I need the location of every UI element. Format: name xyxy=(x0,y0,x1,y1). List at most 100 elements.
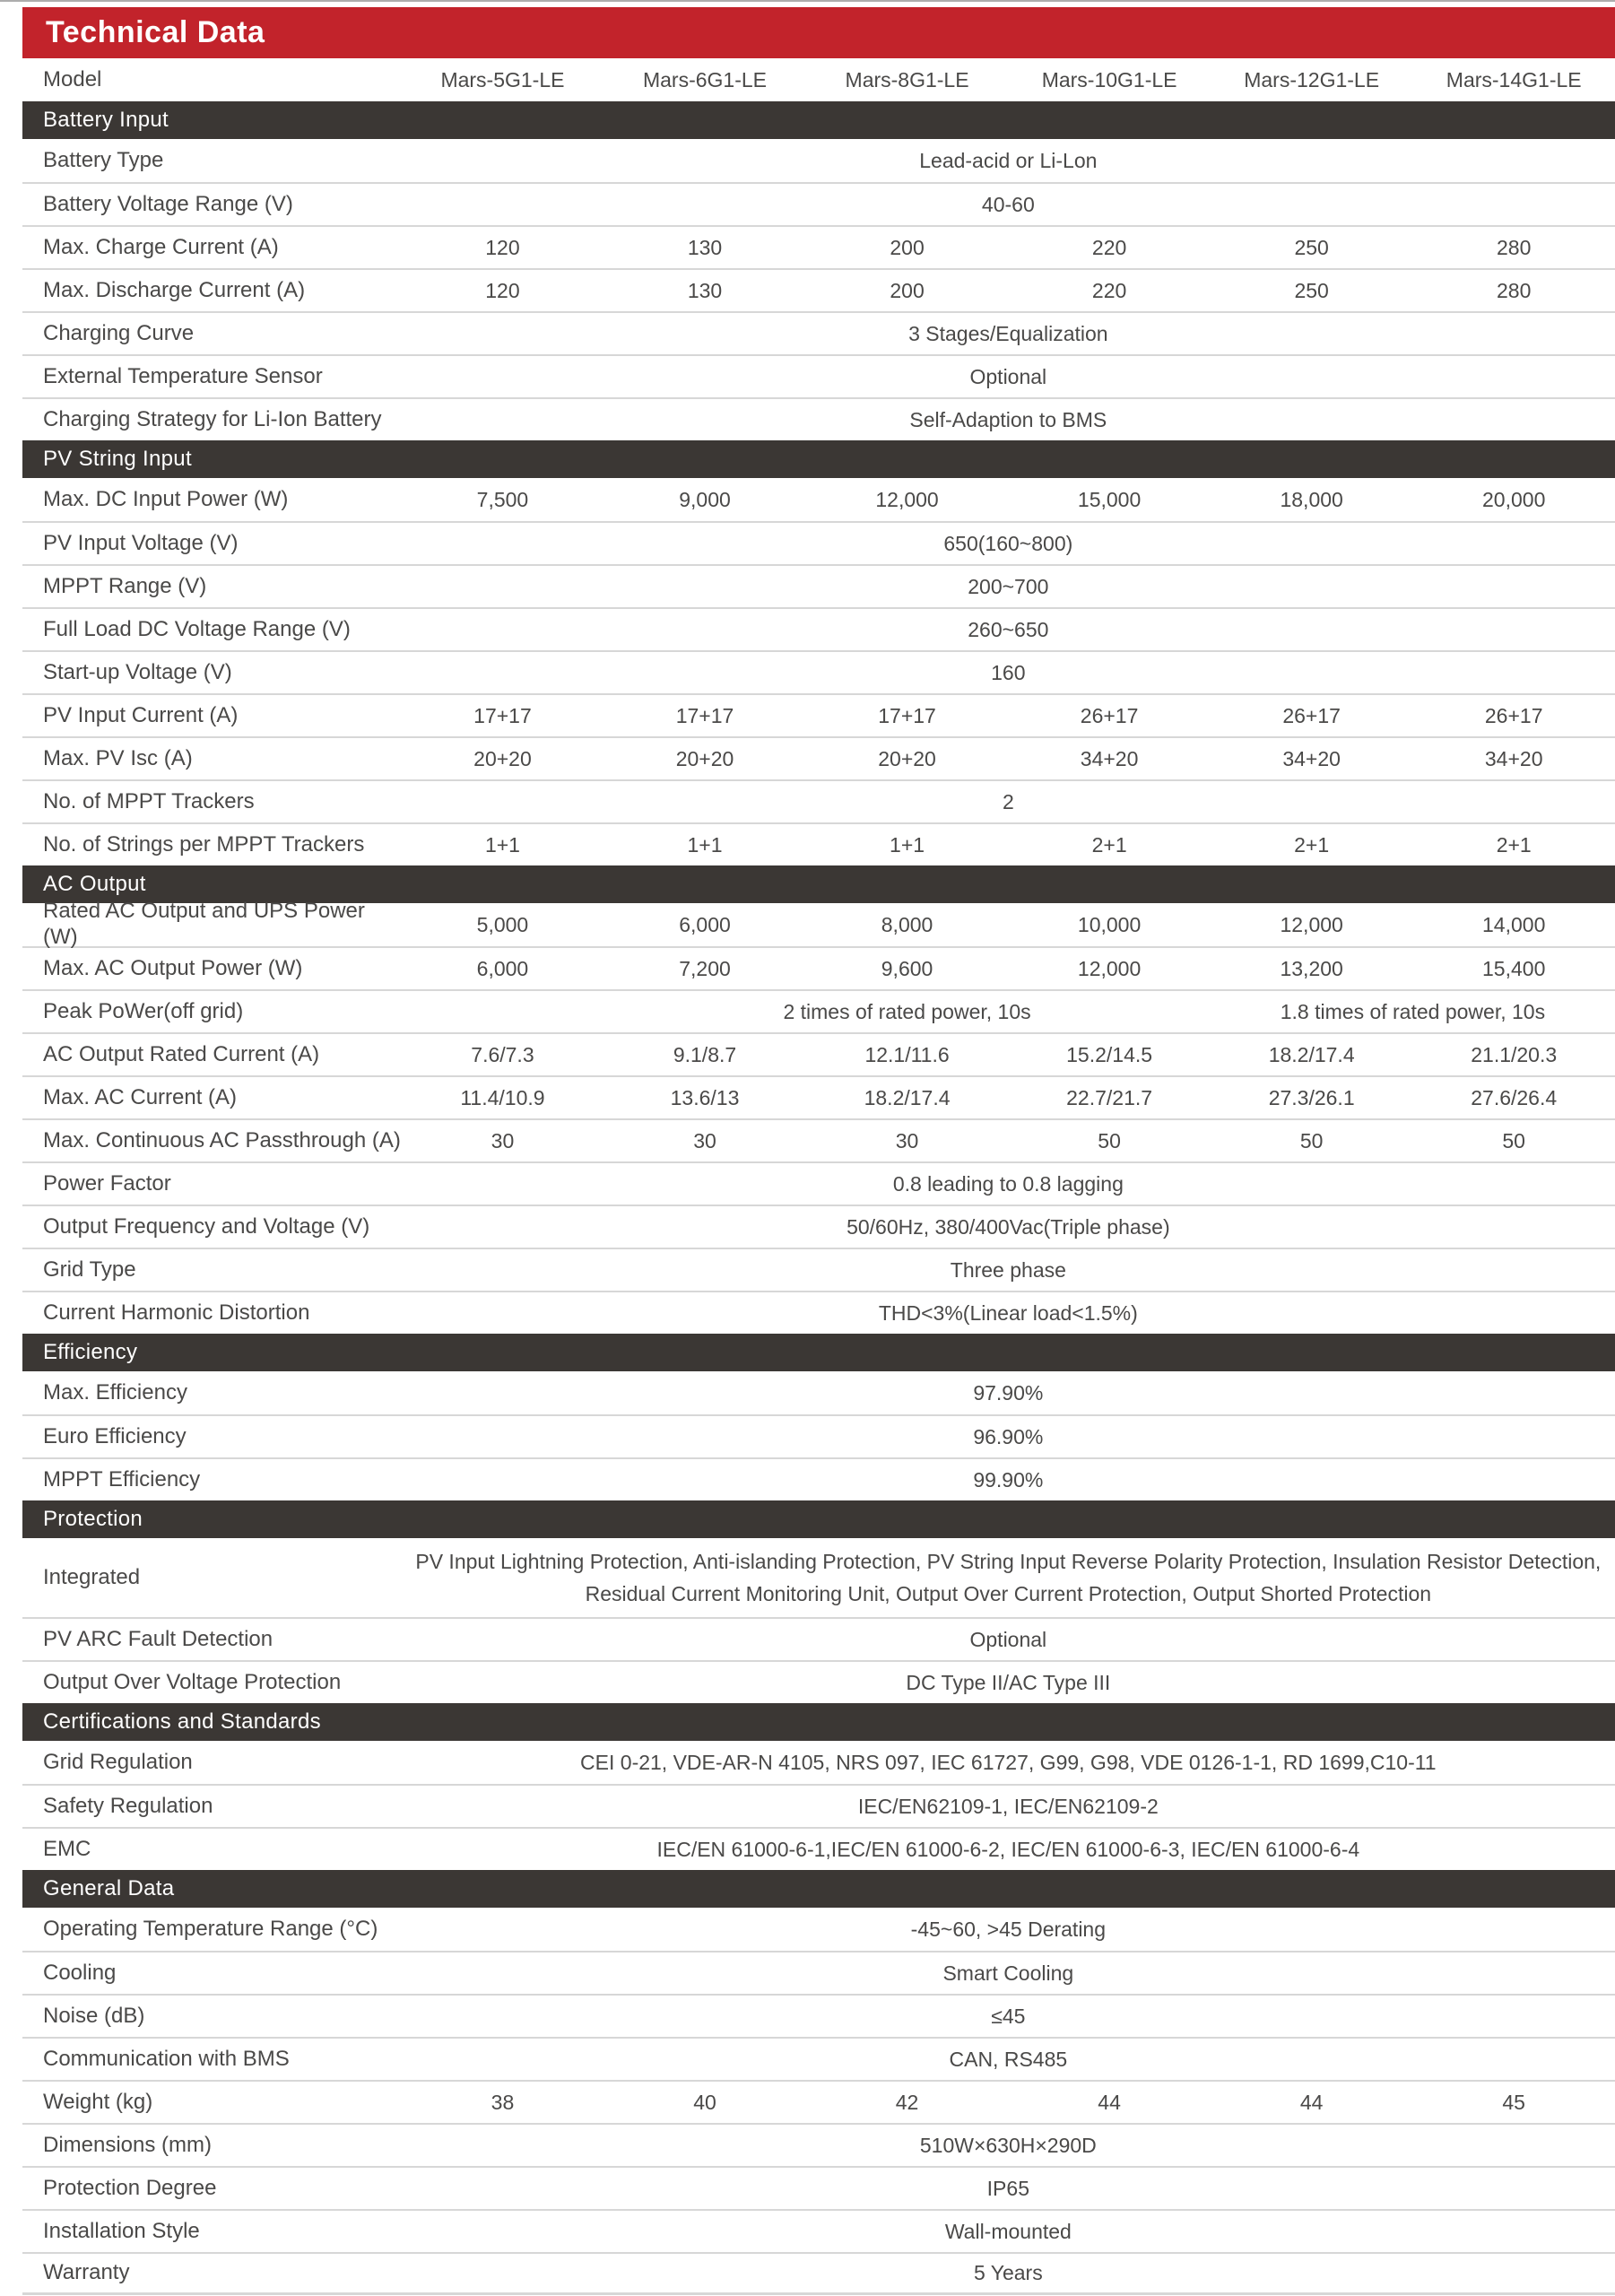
value-cell: 34+20 xyxy=(1484,746,1543,770)
spec-row: Safety Regulation IEC/EN62109-1, IEC/EN62… xyxy=(22,1784,1615,1827)
value-cell: 50 xyxy=(1502,1128,1525,1152)
value-cell: 130 xyxy=(687,235,723,259)
spec-row: EMC IEC/EN 61000-6-1,IEC/EN 61000-6-2, IE… xyxy=(22,1827,1615,1870)
value-span: 50/60Hz, 380/400Vac(Triple phase) xyxy=(847,1214,1170,1239)
value-cell: 34+20 xyxy=(1080,746,1139,770)
section-rows: Integrated PV Input Lightning Protection,… xyxy=(22,1538,1615,1703)
value-cell: 26+17 xyxy=(1282,703,1341,727)
value-cell: 7.6/7.3 xyxy=(471,1042,534,1066)
value-cell: 2+1 xyxy=(1294,832,1330,857)
value-cell: 9,600 xyxy=(881,956,933,980)
spec-row: Current Harmonic Distortion THD<3%(Linear… xyxy=(22,1291,1615,1334)
value-span: 96.90% xyxy=(973,1424,1044,1448)
section-header: Battery Input xyxy=(22,101,1615,139)
spec-row: Noise (dB) ≤45 xyxy=(22,1994,1615,2037)
section-rows: Operating Temperature Range (°C) -45~60, … xyxy=(22,1908,1615,2295)
value-cell: 8,000 xyxy=(881,912,933,936)
row-label: Current Harmonic Distortion xyxy=(43,1300,310,1325)
spec-row: Max. PV Isc (A) 20+20 20+20 20+20 34+20 34+20… xyxy=(22,736,1615,779)
row-label: AC Output Rated Current (A) xyxy=(43,1041,320,1066)
spec-row: Euro Efficiency 96.90% xyxy=(22,1414,1615,1457)
spec-row: Grid Regulation CEI 0-21, VDE-AR-N 4105, … xyxy=(22,1741,1615,1784)
value-cell: 17+17 xyxy=(878,703,936,727)
value-span: Self-Adaption to BMS xyxy=(909,407,1107,431)
value-cell: 9.1/8.7 xyxy=(673,1042,737,1066)
spec-row: MPPT Efficiency 99.90% xyxy=(22,1457,1615,1500)
value-cell: 40 xyxy=(693,2090,716,2114)
value-cell: 14,000 xyxy=(1482,912,1546,936)
value-cell: 18.2/17.4 xyxy=(864,1085,951,1109)
section: Certifications and Standards Grid Regulat… xyxy=(22,1703,1615,1870)
value-cell: 30 xyxy=(491,1128,515,1152)
value-cell: 12,000 xyxy=(1280,912,1343,936)
spec-row: Communication with BMS CAN, RS485 xyxy=(22,2037,1615,2080)
row-label: Charging Curve xyxy=(43,320,195,345)
value-span: Wall-mounted xyxy=(944,2219,1072,2243)
section: Battery Input Battery Type Lead-acid or Li… xyxy=(22,101,1615,440)
value-cell: 12,000 xyxy=(875,487,939,511)
row-label: MPPT Efficiency xyxy=(43,1466,201,1492)
row-label: Max. PV Isc (A) xyxy=(43,745,193,770)
value-cell: 30 xyxy=(693,1128,716,1152)
value-cell: 26+17 xyxy=(1484,703,1543,727)
value-span: 260~650 xyxy=(968,617,1049,641)
value-cell: 1+1 xyxy=(687,832,723,857)
value-span: THD<3%(Linear load<1.5%) xyxy=(878,1300,1138,1325)
value-cell: 15.2/14.5 xyxy=(1066,1042,1153,1066)
row-label: Cooling xyxy=(43,1960,117,1985)
value-span: 160 xyxy=(991,660,1026,684)
row-label: Battery Voltage Range (V) xyxy=(43,191,293,216)
value-span: 650(160~800) xyxy=(943,531,1073,555)
section-header: PV String Input xyxy=(22,440,1615,478)
row-label: Weight (kg) xyxy=(43,2089,153,2114)
model-cell: Mars-6G1-LE xyxy=(642,67,768,91)
row-label: No. of MPPT Trackers xyxy=(43,788,255,813)
row-label: Protection Degree xyxy=(43,2175,217,2200)
value-span: CEI 0-21, VDE-AR-N 4105, NRS 097, IEC 61… xyxy=(580,1750,1437,1774)
value-span: Lead-acid or Li-Lon xyxy=(919,148,1098,172)
value-cell: 34+20 xyxy=(1282,746,1341,770)
section-header: General Data xyxy=(22,1870,1615,1908)
row-label: Charging Strategy for Li-Ion Battery xyxy=(43,406,382,431)
spec-row: PV Input Current (A) 17+17 17+17 17+17 26+17… xyxy=(22,693,1615,736)
value-cell: 1+1 xyxy=(484,832,520,857)
value-cell: 22.7/21.7 xyxy=(1066,1085,1153,1109)
value-span: 40-60 xyxy=(981,192,1035,216)
spec-row: Battery Type Lead-acid or Li-Lon xyxy=(22,139,1615,182)
row-label: EMC xyxy=(43,1836,91,1861)
value-cell: 10,000 xyxy=(1077,912,1142,936)
spec-row: Operating Temperature Range (°C) -45~60, … xyxy=(22,1908,1615,1951)
spec-row: Max. AC Output Power (W) 6,000 7,200 9,600 1… xyxy=(22,946,1615,989)
row-label: Euro Efficiency xyxy=(43,1423,187,1448)
row-label: Safety Regulation xyxy=(43,1793,213,1818)
value-cell: 27.3/26.1 xyxy=(1268,1085,1355,1109)
spec-row: Integrated PV Input Lightning Protection,… xyxy=(22,1538,1615,1617)
value-cell: 9,000 xyxy=(679,487,731,511)
row-label: Max. AC Output Power (W) xyxy=(43,955,303,980)
value-span: IEC/EN 61000-6-1,IEC/EN 61000-6-2, IEC/E… xyxy=(656,1837,1360,1861)
spec-row: Charging Curve 3 Stages/Equalization xyxy=(22,311,1615,354)
section-rows: Rated AC Output and UPS Power (W) 5,000 6,… xyxy=(22,899,1615,1334)
row-label: Dimensions (mm) xyxy=(43,2132,213,2157)
spec-row: MPPT Range (V) 200~700 xyxy=(22,564,1615,607)
section-header: Efficiency xyxy=(22,1334,1615,1371)
value-span: Optional xyxy=(969,364,1047,388)
value-cell: 30 xyxy=(895,1128,919,1152)
row-label: Rated AC Output and UPS Power (W) xyxy=(43,899,365,949)
value-span: ≤45 xyxy=(991,2004,1026,2028)
value-cell: 200 xyxy=(890,235,925,259)
value-cell: 50 xyxy=(1299,1128,1324,1152)
spec-row: Warranty 5 Years xyxy=(22,2252,1615,2295)
value-span: 2 xyxy=(1002,789,1014,813)
value-cell: 120 xyxy=(485,235,520,259)
spec-row: Max. DC Input Power (W) 7,500 9,000 12,000 1… xyxy=(22,478,1615,521)
model-cell: Mars-12G1-LE xyxy=(1244,67,1380,91)
spec-row: Weight (kg) 38 40 42 44 44 45 xyxy=(22,2080,1615,2123)
spec-row: Max. Efficiency 97.90% xyxy=(22,1371,1615,1414)
model-cell: Mars-10G1-LE xyxy=(1041,67,1177,91)
spec-row: Cooling Smart Cooling xyxy=(22,1951,1615,1994)
value-cell: 13.6/13 xyxy=(670,1085,740,1109)
row-label: Max. DC Input Power (W) xyxy=(43,486,289,511)
spec-row: Max. AC Current (A) 11.4/10.9 13.6/13 18.2/… xyxy=(22,1075,1615,1118)
value-span: IEC/EN62109-1, IEC/EN62109-2 xyxy=(857,1794,1159,1818)
